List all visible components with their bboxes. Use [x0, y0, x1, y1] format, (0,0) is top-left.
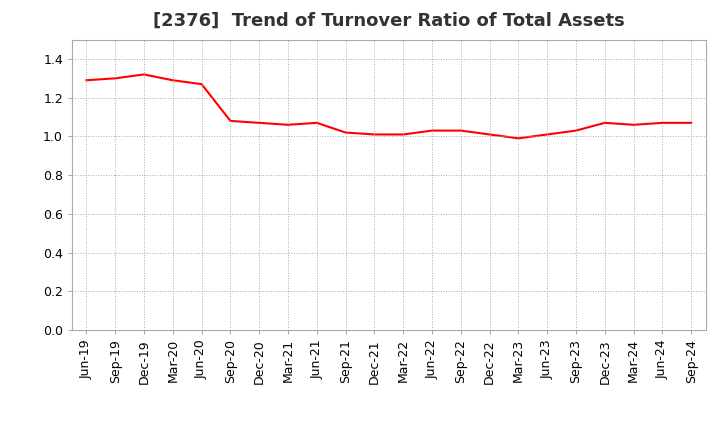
Title: [2376]  Trend of Turnover Ratio of Total Assets: [2376] Trend of Turnover Ratio of Total … [153, 12, 625, 30]
